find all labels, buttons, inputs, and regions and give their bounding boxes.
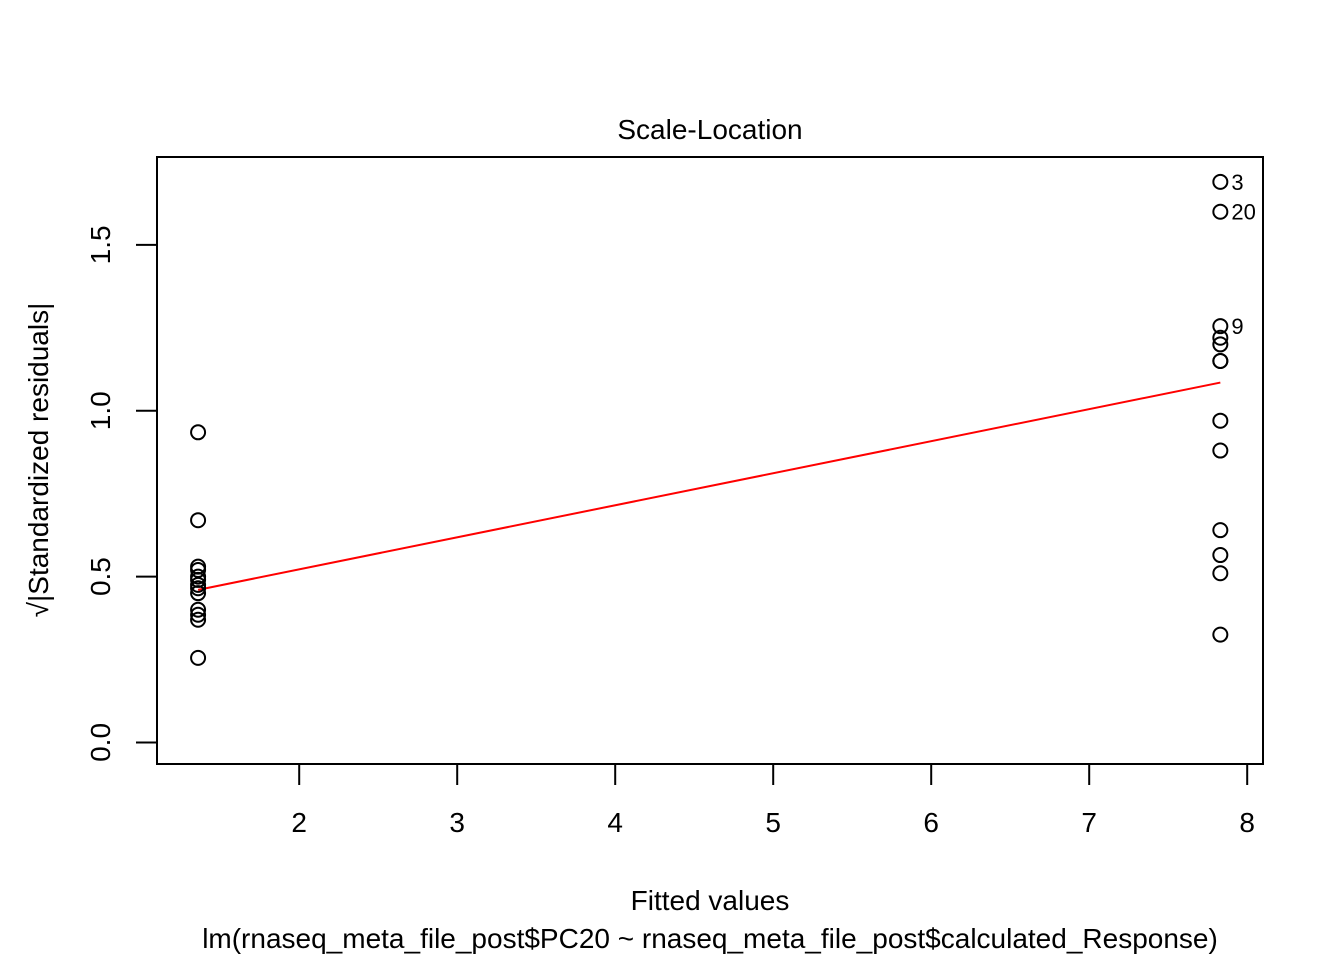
data-point [1212, 442, 1229, 459]
data-points [190, 173, 1229, 666]
y-axis-label: √|Standardized residuals| [23, 303, 54, 618]
data-point [190, 585, 207, 602]
data-point [1212, 547, 1229, 564]
data-point [1212, 336, 1229, 353]
model-subtitle: lm(rnaseq_meta_file_post$PC20 ~ rnaseq_m… [202, 923, 1218, 954]
data-point [1212, 329, 1229, 346]
x-tick-label: 3 [449, 807, 465, 838]
point-label: 9 [1231, 314, 1243, 339]
x-tick-label: 5 [765, 807, 781, 838]
y-tick-label: 1.5 [85, 225, 116, 264]
x-tick-label: 4 [607, 807, 623, 838]
data-point [1212, 173, 1229, 190]
y-tick-label: 0.0 [85, 723, 116, 762]
x-axis-label: Fitted values [631, 885, 790, 916]
data-point [190, 611, 207, 628]
data-point [190, 606, 207, 623]
data-point [190, 649, 207, 666]
data-point [190, 424, 207, 441]
x-tick-label: 6 [923, 807, 939, 838]
data-point [1212, 318, 1229, 335]
y-tick-label: 1.0 [85, 391, 116, 430]
data-point [1212, 412, 1229, 429]
data-point [190, 580, 207, 597]
lowess-line [197, 381, 1221, 591]
x-tick-label: 7 [1081, 807, 1097, 838]
y-tick-label: 0.5 [85, 557, 116, 596]
chart-title: Scale-Location [617, 114, 802, 145]
x-axis: 2 3 4 5 6 7 8 [291, 763, 1255, 838]
data-point [1212, 626, 1229, 643]
x-tick-label: 2 [291, 807, 307, 838]
point-labels: 3 20 9 [1231, 170, 1255, 339]
data-point [1212, 203, 1229, 220]
data-point [1212, 565, 1229, 582]
plot-frame [156, 156, 1264, 765]
smooth-line [197, 381, 1221, 591]
x-tick-label: 8 [1239, 807, 1255, 838]
data-point [190, 601, 207, 618]
data-point [1212, 522, 1229, 539]
point-label: 20 [1231, 200, 1255, 225]
y-axis: 0.0 0.5 1.0 1.5 [85, 225, 158, 762]
data-point [190, 512, 207, 529]
point-label: 3 [1231, 170, 1243, 195]
data-point [1212, 352, 1229, 369]
